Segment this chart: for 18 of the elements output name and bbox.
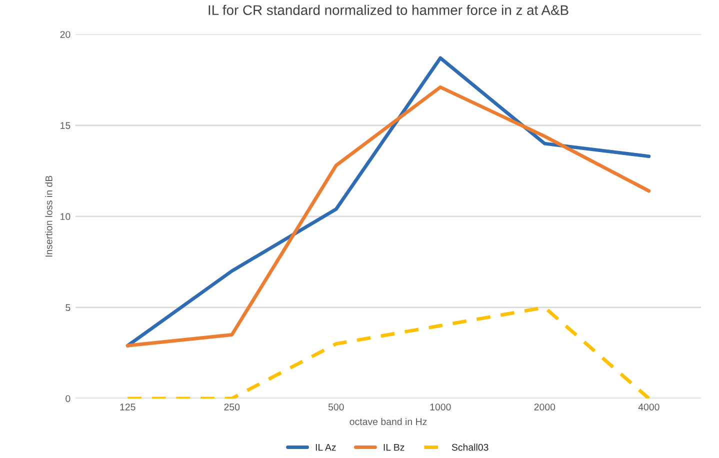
x-tick-label: 2000 <box>534 404 556 410</box>
x-tick-label: 250 <box>224 404 240 410</box>
legend-label: Schall03 <box>452 444 488 451</box>
x-tick-label: 4000 <box>638 404 660 410</box>
y-tick-label: 15 <box>60 122 70 129</box>
x-tick-label: 500 <box>328 404 344 410</box>
chart-title: IL for CR standard normalized to hammer force in z at A&B <box>208 4 568 16</box>
y-tick-label: 5 <box>66 304 70 312</box>
x-axis-title: octave band in Hz <box>350 418 427 426</box>
legend-label: IL Bz <box>384 444 404 451</box>
y-axis-title: Insertion loss in dB <box>45 176 52 257</box>
x-tick-label: 1000 <box>430 404 451 410</box>
y-tick-label: 0 <box>66 395 70 402</box>
y-tick-label: 10 <box>60 213 70 220</box>
x-tick-label: 125 <box>120 404 136 410</box>
legend-label: IL Az <box>316 444 336 451</box>
y-tick-label: 20 <box>60 31 70 38</box>
line-series <box>126 306 651 398</box>
